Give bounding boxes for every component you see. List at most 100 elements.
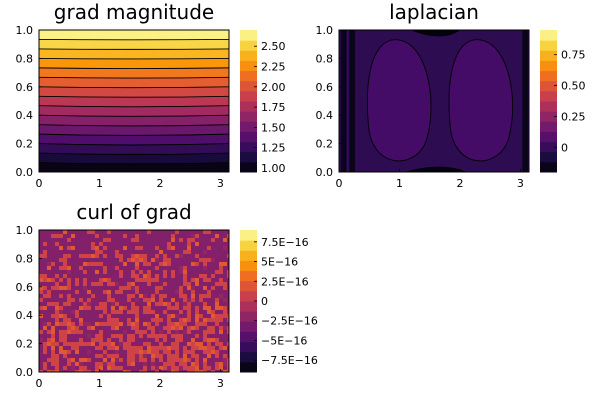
noise-cell xyxy=(175,342,179,346)
noise-cell xyxy=(67,246,71,250)
noise-cell xyxy=(171,366,175,370)
noise-cell xyxy=(135,350,139,354)
noise-cell xyxy=(227,274,229,278)
noise-cell xyxy=(227,234,229,238)
noise-cell xyxy=(171,274,175,278)
colorbar-tick-label: 1.00 xyxy=(261,162,286,175)
y-tick-label: 1.0 xyxy=(16,24,34,37)
noise-cell xyxy=(207,306,211,310)
noise-cell xyxy=(63,330,67,334)
noise-cell xyxy=(223,246,227,250)
noise-cell xyxy=(75,282,79,286)
noise-cell xyxy=(139,370,143,372)
noise-cell xyxy=(115,318,119,322)
noise-cell xyxy=(163,362,167,366)
noise-cell xyxy=(195,262,199,266)
noise-cell xyxy=(175,322,179,326)
noise-cell xyxy=(171,370,175,372)
colorbar-swatch xyxy=(540,60,557,72)
noise-cell xyxy=(151,366,155,370)
noise-cell xyxy=(75,278,79,282)
noise-cell xyxy=(51,302,55,306)
noise-cell xyxy=(203,350,207,354)
noise-cell xyxy=(223,370,227,372)
noise-cell xyxy=(79,330,83,334)
noise-cell xyxy=(119,322,123,326)
noise-cell xyxy=(159,342,163,346)
noise-cell xyxy=(179,318,183,322)
contour-region xyxy=(448,39,514,162)
noise-cell xyxy=(119,290,123,294)
curl-of-grad-panel: curl of grad 0 1 2 3 0.0 0.2 0.4 0.6 0.8 1.0 −7.5… xyxy=(16,200,318,390)
noise-cell xyxy=(207,278,211,282)
noise-cell xyxy=(115,350,119,354)
noise-cell xyxy=(195,366,199,370)
noise-cell xyxy=(167,326,171,330)
noise-cell xyxy=(63,350,67,354)
noise-cell xyxy=(155,314,159,318)
noise-cell xyxy=(203,338,207,342)
noise-cell xyxy=(67,286,71,290)
noise-cell xyxy=(95,370,99,372)
noise-cell xyxy=(87,230,91,234)
noise-cell xyxy=(187,306,191,310)
noise-cell xyxy=(107,230,111,234)
contour-band xyxy=(340,30,346,172)
noise-cell xyxy=(103,362,107,366)
noise-cell xyxy=(47,290,51,294)
y-tick-label: 0.6 xyxy=(16,281,34,294)
noise-cell xyxy=(135,238,139,242)
noise-cell xyxy=(43,346,47,350)
noise-cell xyxy=(147,306,151,310)
noise-cell xyxy=(227,254,229,258)
contour-band xyxy=(39,115,229,126)
noise-cell xyxy=(219,270,223,274)
colorbar-tick-label: 2.25 xyxy=(261,61,286,74)
noise-cell xyxy=(215,350,219,354)
noise-cell xyxy=(115,354,119,358)
colorbar-tick-label: −2.5E−16 xyxy=(261,315,318,328)
noise-cell xyxy=(99,322,103,326)
noise-cell xyxy=(43,278,47,282)
noise-cell xyxy=(131,358,135,362)
noise-cell xyxy=(127,282,131,286)
colorbar-swatch xyxy=(240,351,257,363)
noise-cell xyxy=(103,342,107,346)
noise-cell xyxy=(103,358,107,362)
noise-cell xyxy=(79,266,83,270)
noise-cell xyxy=(207,330,211,334)
noise-cell xyxy=(123,286,127,290)
colorbar-swatch xyxy=(240,331,257,343)
noise-cell xyxy=(147,334,151,338)
noise-cell xyxy=(175,338,179,342)
noise-cell xyxy=(123,246,127,250)
noise-cell xyxy=(151,358,155,362)
noise-cell xyxy=(195,334,199,338)
noise-cell xyxy=(195,254,199,258)
noise-cell xyxy=(143,354,147,358)
noise-cell xyxy=(67,322,71,326)
noise-cell xyxy=(139,258,143,262)
noise-cell xyxy=(223,326,227,330)
noise-cell xyxy=(159,294,163,298)
noise-cell xyxy=(195,354,199,358)
noise-cell xyxy=(163,274,167,278)
noise-cell xyxy=(211,318,215,322)
colorbar-swatch xyxy=(240,240,257,251)
noise-cell xyxy=(51,342,55,346)
noise-cell xyxy=(227,362,229,366)
noise-cell xyxy=(143,310,147,314)
noise-cell xyxy=(99,334,103,338)
noise-cell xyxy=(223,238,227,242)
contour-band xyxy=(349,30,355,172)
noise-cell xyxy=(183,346,187,350)
noise-cell xyxy=(55,314,59,318)
noise-cell xyxy=(79,306,83,310)
noise-cell xyxy=(135,258,139,262)
noise-cell xyxy=(71,310,75,314)
noise-cell xyxy=(119,338,123,342)
colorbar-swatch xyxy=(240,311,257,322)
noise-cell xyxy=(135,318,139,322)
noise-cell xyxy=(143,298,147,302)
noise-cell xyxy=(167,322,171,326)
